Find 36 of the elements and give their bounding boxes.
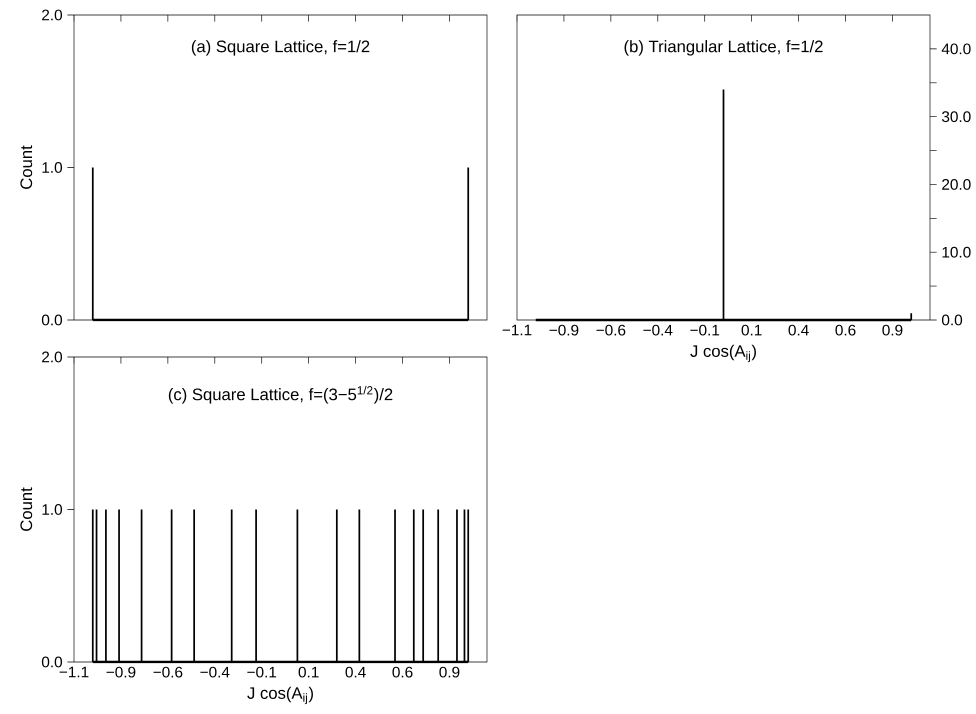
x-tick-label: 0.4 (788, 324, 809, 336)
x-tick-label: −0.4 (643, 324, 672, 336)
y-axis-title: Count (20, 487, 32, 531)
text: (a) Square Lattice, f=1/2 (192, 40, 370, 56)
y2-tick-label: 0.0 (942, 314, 962, 326)
x-tick-label: −0.9 (550, 324, 578, 336)
x-tick-label: 0.6 (392, 666, 412, 678)
x-axis-title: J cos(A$_{ij}$) (247, 686, 313, 704)
x-tick-label: −0.1 (247, 666, 276, 678)
text: (c) Square Lattice, f=(3−5$^{1/2}$)/2 (168, 386, 392, 404)
x-tick-label: 0.9 (439, 666, 460, 678)
x-tick-label: −0.9 (106, 666, 136, 678)
x-tick-label: 0.1 (298, 666, 319, 678)
x-tick-label: 0.4 (346, 666, 366, 678)
y-tick-label: 2.0 (42, 352, 62, 362)
y-tick-label: 0.0 (42, 314, 62, 326)
x-tick-label: −0.6 (153, 666, 182, 678)
y2-tick-label: 40.0 (942, 43, 971, 54)
y-tick-label: 0.0 (42, 656, 62, 668)
x-tick-label: 0.6 (835, 324, 856, 336)
x-tick-label: −0.1 (690, 324, 720, 336)
y2-tick-label: 10.0 (942, 246, 971, 258)
x-tick-label: 0.1 (742, 324, 762, 336)
x-axis-title: J cos(A$_{ij}$) (690, 344, 756, 362)
y-axis-title: Count (20, 145, 32, 189)
text: (b) Triangular Lattice, f=1/2 (624, 40, 823, 56)
x-tick-label: −1.1 (60, 666, 88, 678)
y2-tick-label: 20.0 (942, 179, 971, 190)
y-tick-label: 1.0 (42, 162, 62, 173)
x-tick-label: −0.4 (200, 666, 230, 678)
x-tick-label: −0.6 (596, 324, 626, 336)
y-tick-label: 1.0 (42, 504, 62, 515)
y-tick-label: 2.0 (42, 10, 62, 20)
x-tick-label: 0.9 (882, 324, 902, 336)
y2-tick-label: 30.0 (942, 111, 971, 122)
x-tick-label: −1.1 (502, 324, 532, 336)
